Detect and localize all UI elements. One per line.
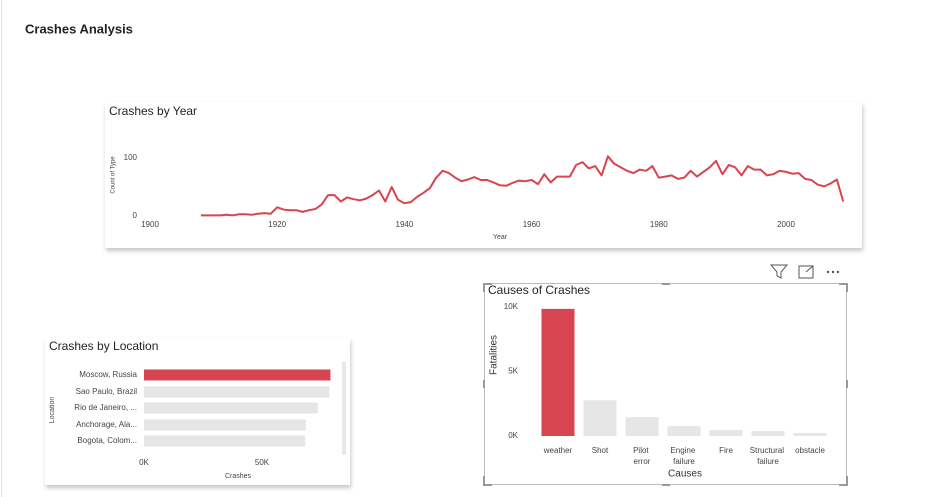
bar xyxy=(144,386,330,398)
page-title: Crashes Analysis xyxy=(25,21,133,36)
x-tick-label: 1960 xyxy=(523,220,541,229)
bar xyxy=(709,430,743,436)
y-tick-label: 0 xyxy=(133,211,138,220)
x-tick-label: obstacle xyxy=(795,446,825,455)
chart-title: Crashes by Year xyxy=(109,104,197,118)
bar xyxy=(144,402,318,414)
x-axis-title: Year xyxy=(493,234,508,241)
y-tick-label: 100 xyxy=(124,153,138,162)
y-tick-label: 10K xyxy=(504,302,519,311)
bar xyxy=(583,400,617,436)
bar xyxy=(144,419,306,431)
line-series xyxy=(200,155,845,217)
chart-title: Causes of Crashes xyxy=(488,283,590,297)
y-tick-label: Sao Paulo, Brazil xyxy=(76,387,138,396)
x-tick-label: 1900 xyxy=(141,220,159,229)
resize-handles[interactable] xyxy=(483,283,848,486)
x-tick-label: 0K xyxy=(139,458,149,467)
bar xyxy=(541,308,575,436)
y-tick-label: 0K xyxy=(508,431,518,440)
x-tick-label: Shot xyxy=(592,446,609,455)
more-options-icon[interactable] xyxy=(826,270,840,274)
causes-card[interactable] xyxy=(484,283,847,485)
y-tick-label: Bogota, Colom... xyxy=(77,436,137,445)
x-tick-label: Fire xyxy=(719,446,733,455)
x-tick-label: Structural failure xyxy=(750,446,786,466)
x-tick-label: 1940 xyxy=(396,220,414,229)
x-axis-title: Causes xyxy=(668,469,702,480)
bar xyxy=(625,417,659,436)
y-tick-label: Anchorage, Ala... xyxy=(76,420,137,429)
bar xyxy=(751,431,785,436)
x-tick-label: 1920 xyxy=(268,220,286,229)
line-card xyxy=(105,102,862,248)
y-axis-title: Fatalities xyxy=(489,335,500,375)
bar xyxy=(793,433,827,436)
bar xyxy=(144,369,331,381)
filter-icon[interactable] xyxy=(769,264,789,279)
x-tick-label: 2000 xyxy=(777,220,795,229)
x-tick-label: Pilot error xyxy=(633,446,651,466)
y-axis-title: Location xyxy=(49,397,56,424)
x-tick-label: 1980 xyxy=(650,220,668,229)
y-axis-title: Count of Type xyxy=(111,156,117,194)
y-tick-label: 5K xyxy=(508,367,518,376)
chart-title: Crashes by Location xyxy=(49,339,158,353)
y-tick-label: Moscow, Russia xyxy=(79,370,137,379)
x-tick-label: weather xyxy=(543,446,573,455)
y-tick-label: Rio de Janeiro, ... xyxy=(74,403,137,412)
scrollbar[interactable] xyxy=(342,362,346,455)
x-tick-label: Engine failure xyxy=(670,446,697,466)
x-axis-title: Crashes xyxy=(225,473,252,480)
focus-mode-icon[interactable] xyxy=(798,265,814,279)
bar xyxy=(667,426,701,436)
bar xyxy=(144,435,306,447)
x-tick-label: 50K xyxy=(255,458,270,467)
